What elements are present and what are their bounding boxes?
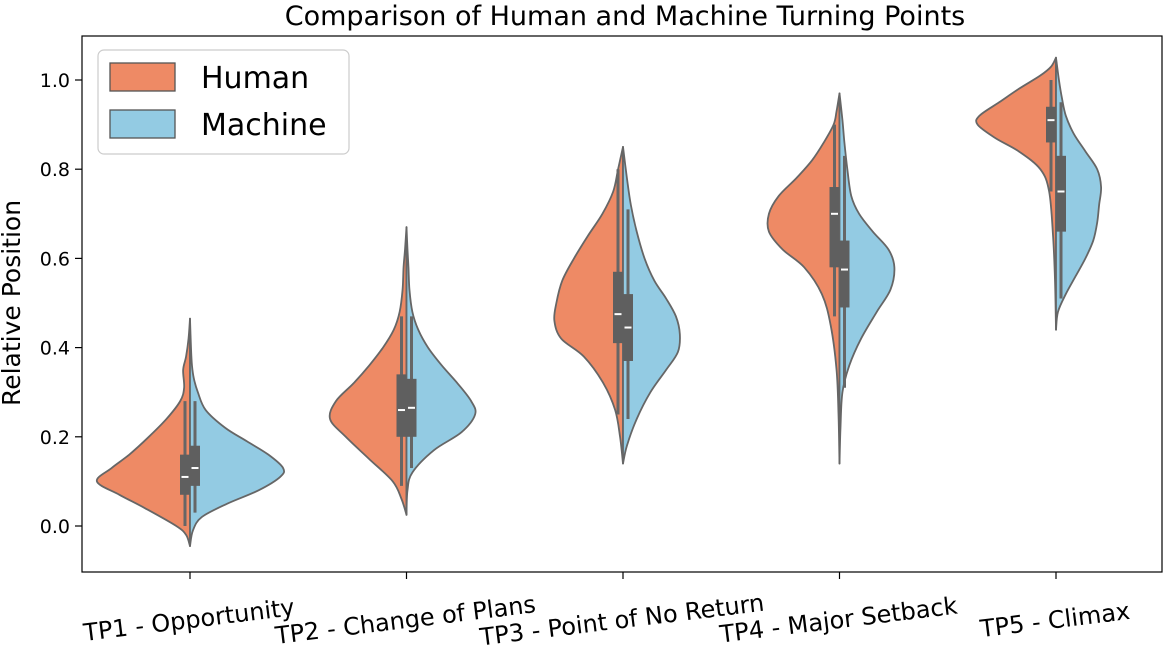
violin-machine-1	[189, 317, 286, 547]
y-axis-label: Relative Position	[0, 200, 26, 406]
violin-human-2	[328, 226, 408, 516]
iqr-box-human-5	[1046, 106, 1056, 143]
y-tick-label: 0.0	[40, 516, 70, 538]
x-tick-label: TP5 - Climax	[978, 597, 1132, 643]
violin-machine-3	[622, 146, 681, 465]
iqr-box-machine-5	[1056, 155, 1066, 232]
iqr-box-human-4	[829, 187, 840, 268]
iqr-box-machine-4	[839, 240, 850, 308]
iqr-box-human-3	[613, 271, 623, 344]
violin-human-5	[975, 56, 1057, 331]
legend-label-machine: Machine	[201, 108, 327, 143]
chart-title: Comparison of Human and Machine Turning …	[285, 1, 965, 32]
x-tick-label: TP1 - Opportunity	[81, 593, 296, 647]
y-tick-label: 1.0	[40, 70, 70, 92]
plot-area	[95, 56, 1103, 547]
plot-frame	[81, 35, 1163, 573]
violin-machine-5	[1055, 56, 1103, 331]
violin-human-3	[553, 146, 624, 465]
y-tick-label: 0.6	[40, 248, 70, 270]
y-tick-label: 0.2	[40, 427, 70, 449]
legend-label-human: Human	[201, 61, 309, 96]
iqr-box-human-1	[180, 454, 190, 495]
violin-machine-2	[405, 226, 477, 516]
violin-human-1	[95, 317, 191, 547]
legend: Human Machine	[97, 49, 350, 155]
violin-human-4	[766, 92, 841, 465]
iqr-box-machine-1	[190, 445, 200, 486]
legend-swatch-human	[109, 62, 176, 92]
iqr-box-human-2	[396, 374, 407, 437]
y-axis: 0.0 0.2 0.4 0.6 0.8 1.0	[40, 70, 82, 538]
legend-swatch-machine	[109, 109, 176, 139]
y-tick-label: 0.8	[40, 159, 70, 181]
y-tick-label: 0.4	[40, 338, 70, 360]
